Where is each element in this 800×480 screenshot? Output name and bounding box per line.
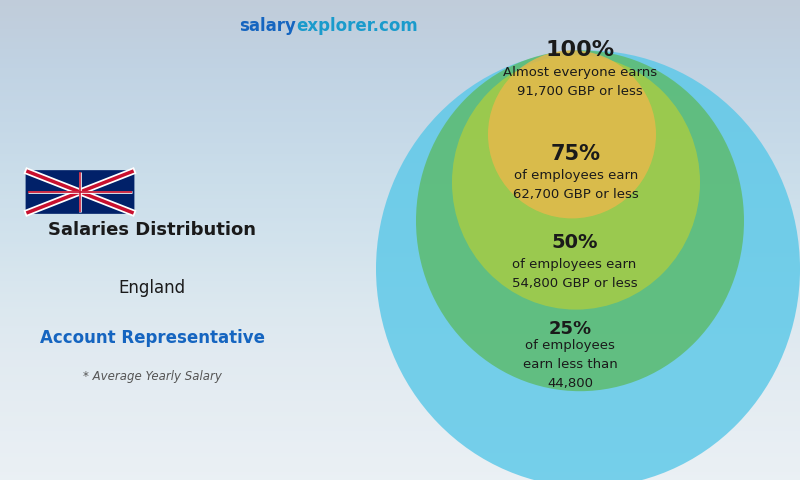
FancyBboxPatch shape [26, 170, 134, 214]
Text: 75%: 75% [551, 144, 601, 164]
Ellipse shape [452, 55, 700, 310]
Text: 50%: 50% [551, 233, 598, 252]
Text: Salaries Distribution: Salaries Distribution [48, 221, 256, 240]
Text: of employees earn
54,800 GBP or less: of employees earn 54,800 GBP or less [511, 258, 638, 289]
Text: 100%: 100% [546, 40, 614, 60]
Ellipse shape [376, 50, 800, 480]
Text: Account Representative: Account Representative [39, 329, 265, 348]
Text: salary: salary [239, 17, 296, 35]
Text: 25%: 25% [549, 320, 592, 338]
Text: of employees earn
62,700 GBP or less: of employees earn 62,700 GBP or less [513, 169, 639, 201]
Text: Almost everyone earns
91,700 GBP or less: Almost everyone earns 91,700 GBP or less [503, 66, 657, 97]
Ellipse shape [488, 50, 656, 218]
Text: of employees
earn less than
44,800: of employees earn less than 44,800 [523, 339, 618, 390]
Text: England: England [118, 279, 186, 297]
Text: * Average Yearly Salary: * Average Yearly Salary [82, 370, 222, 384]
Text: explorer.com: explorer.com [296, 17, 418, 35]
Ellipse shape [416, 50, 744, 391]
